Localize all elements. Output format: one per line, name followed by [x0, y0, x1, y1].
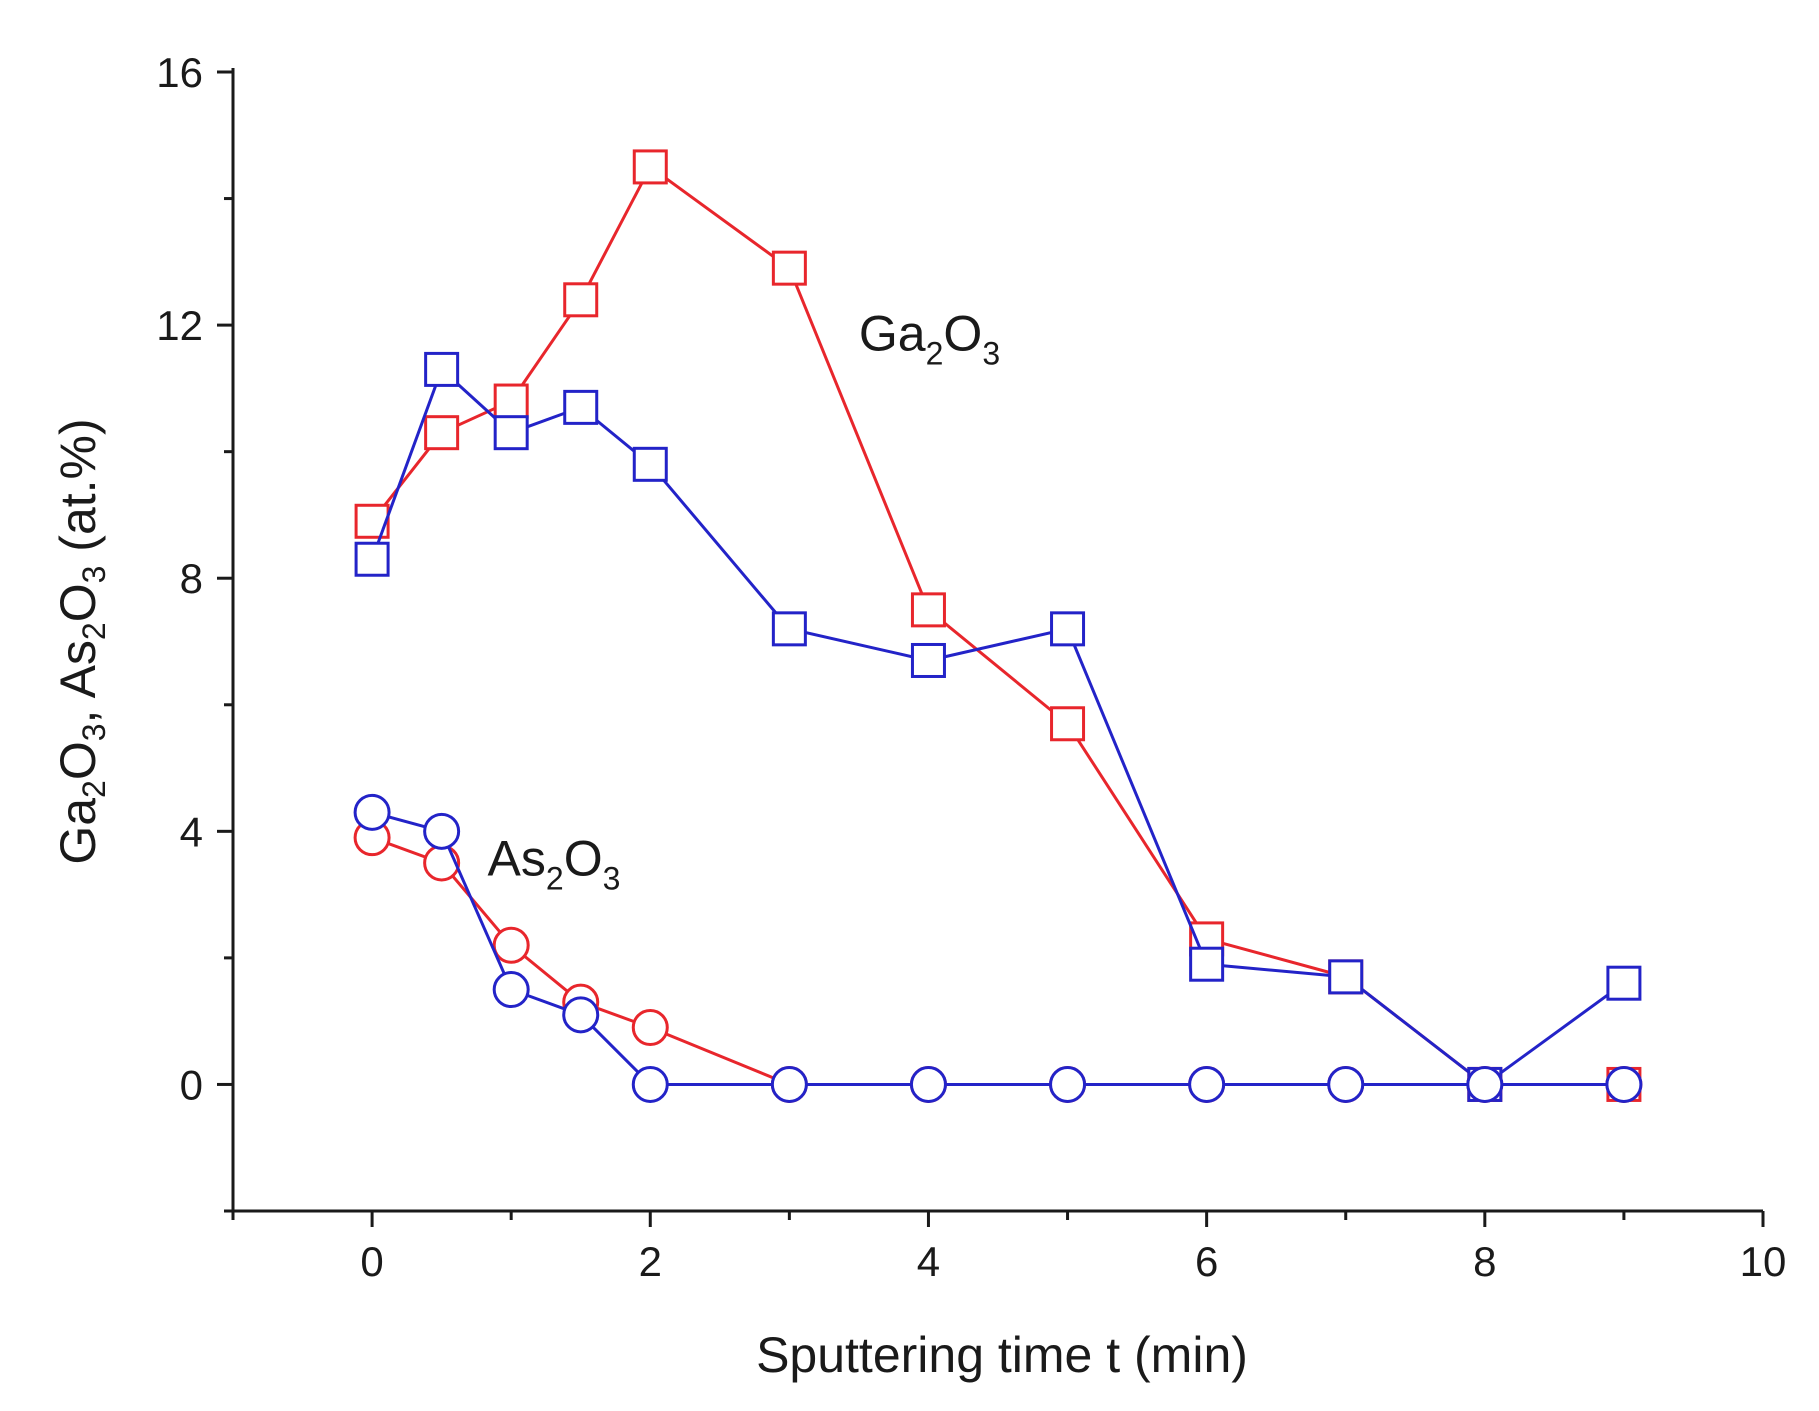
data-point-square — [1050, 706, 1086, 742]
y-axis-title-subscript: 3 — [76, 566, 112, 584]
data-point-circle — [353, 793, 391, 831]
series-layer — [353, 149, 1643, 1103]
series-line-segment — [649, 165, 791, 270]
data-point-square — [632, 149, 668, 185]
data-point-circle — [770, 1065, 808, 1103]
data-point-square — [563, 282, 599, 318]
data-point-circle — [1605, 1065, 1643, 1103]
x-tick-label: 0 — [360, 1238, 383, 1285]
y-tick-label: 12 — [156, 302, 203, 349]
y-axis-title-part: Ga — [50, 798, 106, 865]
data-point-circle — [562, 996, 600, 1034]
annotation-part: As — [488, 831, 546, 887]
data-point-square — [1189, 946, 1225, 982]
data-point-circle — [492, 971, 530, 1009]
y-axis-title-subscript: 2 — [76, 622, 112, 640]
series-line-segment — [1483, 981, 1625, 1086]
y-axis-title-part: (at.%) — [50, 418, 106, 565]
data-point-square — [1050, 611, 1086, 647]
series-line-segment — [440, 830, 513, 991]
y-axis-title-part: O — [50, 583, 106, 622]
series-ga-red — [354, 149, 1642, 1102]
annotation-subscript: 3 — [603, 861, 621, 897]
data-point-circle — [1188, 1065, 1226, 1103]
data-point-square — [563, 389, 599, 425]
data-point-square — [771, 611, 807, 647]
annotation-as2o3: As2O3 — [488, 831, 621, 897]
y-axis-title-subscript: 3 — [76, 723, 112, 741]
data-point-circle — [1466, 1065, 1504, 1103]
data-point-square — [493, 415, 529, 451]
x-tick-label: 2 — [639, 1238, 662, 1285]
series-line-segment — [649, 463, 791, 630]
data-point-square — [910, 642, 946, 678]
series-line-segment — [370, 368, 444, 560]
data-point-square — [424, 415, 460, 451]
data-point-square — [354, 541, 390, 577]
annotation-part: O — [564, 831, 603, 887]
data-point-circle — [1327, 1065, 1365, 1103]
x-tick-label: 8 — [1473, 1238, 1496, 1285]
y-axis-title-subscript: 2 — [76, 780, 112, 798]
labels-layer: Sputtering time t (min)Ga2O3, As2O3 (at.… — [50, 305, 1248, 1383]
series-line-segment — [789, 627, 929, 662]
data-point-circle — [492, 926, 530, 964]
series-line-segment — [927, 608, 1069, 725]
data-point-square — [1606, 965, 1642, 1001]
x-tick-label: 6 — [1195, 1238, 1218, 1285]
annotation-part: Ga — [859, 305, 926, 361]
annotation-ga2o3: Ga2O3 — [859, 305, 1000, 371]
data-point-circle — [631, 1008, 669, 1046]
y-tick-label: 0 — [180, 1061, 203, 1108]
x-axis-title: Sputtering time t (min) — [756, 1327, 1248, 1383]
y-axis-title-part: O — [50, 741, 106, 780]
series-line-segment — [1344, 975, 1486, 1086]
axes: 0 2 4 6 8 10 0 4 8 12 16 — [156, 49, 1786, 1285]
y-tick-label: 16 — [156, 49, 203, 96]
data-point-square — [771, 250, 807, 286]
series-line-segment — [787, 267, 930, 611]
data-point-square — [632, 446, 668, 482]
y-tick-label: 8 — [180, 555, 203, 602]
annotation-subscript: 2 — [546, 861, 564, 897]
y-axis-title-part: , As — [50, 640, 106, 723]
data-point-circle — [1049, 1065, 1087, 1103]
data-point-circle — [423, 844, 461, 882]
annotation-subscript: 2 — [926, 335, 944, 371]
y-axis-title: Ga2O3, As2O3 (at.%) — [50, 418, 112, 864]
annotation-part: O — [943, 305, 982, 361]
x-tick-label: 4 — [917, 1238, 940, 1285]
data-point-square — [910, 592, 946, 628]
series-line-segment — [1066, 628, 1209, 965]
data-point-square — [424, 351, 460, 387]
series-line-segment — [1206, 962, 1346, 979]
x-tick-label: 10 — [1740, 1238, 1787, 1285]
data-point-circle — [423, 812, 461, 850]
data-point-square — [493, 383, 529, 419]
series-as-blue — [353, 793, 1643, 1103]
data-point-circle — [909, 1065, 947, 1103]
series-ga-blue — [354, 351, 1642, 1102]
series-line-segment — [649, 1026, 790, 1086]
series-line-segment — [1066, 722, 1208, 940]
series-line-segment — [1206, 937, 1347, 979]
series-line-segment — [928, 627, 1068, 662]
series-line-segment — [579, 166, 652, 301]
annotation-subscript: 3 — [982, 335, 1000, 371]
data-point-circle — [631, 1065, 669, 1103]
data-point-square — [1328, 959, 1364, 995]
y-tick-label: 4 — [180, 808, 203, 855]
